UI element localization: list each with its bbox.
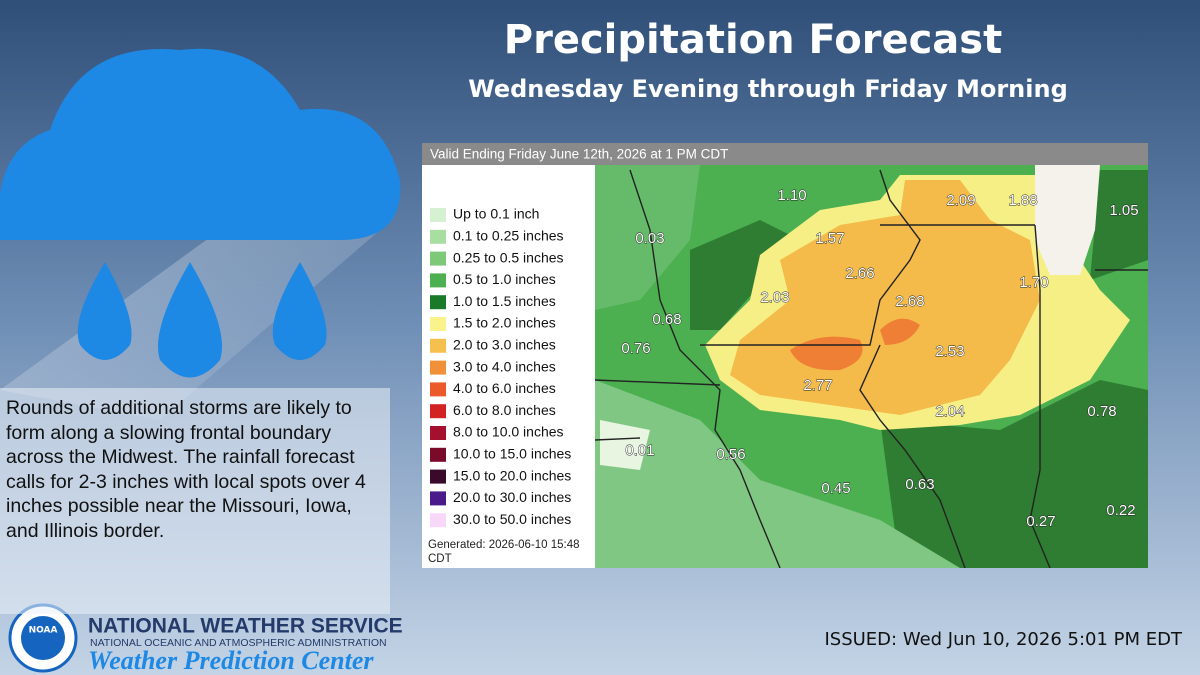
precip-amount: 0.01 (625, 442, 654, 459)
legend-swatch (430, 382, 446, 397)
center-name: Weather Prediction Center (88, 646, 374, 675)
map-header: Valid Ending Friday June 12th, 2026 at 1… (430, 147, 728, 162)
precip-amount: 1.70 (1019, 274, 1048, 291)
precip-amount: 2.04 (935, 403, 964, 420)
legend-swatch (430, 360, 446, 375)
lake-michigan (1035, 165, 1100, 275)
legend-swatch (430, 295, 446, 310)
legend-swatch (430, 317, 446, 331)
precip-amount: 0.27 (1026, 513, 1055, 530)
legend-label: 6.0 to 8.0 inches (453, 402, 556, 418)
precip-area (595, 165, 700, 310)
legend-label: 20.0 to 30.0 inches (453, 489, 571, 505)
legend-label: 0.25 to 0.5 inches (453, 249, 564, 265)
precip-amount: 0.78 (1087, 403, 1116, 420)
precip-amount: 0.03 (635, 230, 664, 247)
issued-time: ISSUED: Wed Jun 10, 2026 5:01 PM EDT (824, 629, 1183, 650)
legend-swatch (430, 251, 446, 266)
precip-amount: 0.45 (821, 480, 850, 497)
precip-amount: 0.63 (905, 476, 934, 493)
legend-label: 15.0 to 20.0 inches (453, 467, 571, 483)
legend-label: Up to 0.1 inch (453, 206, 539, 222)
precip-amount: 2.03 (760, 289, 789, 306)
precip-amount: 2.77 (803, 377, 832, 394)
generated-text: Generated: 2026-06-10 15:48 (428, 539, 580, 551)
legend-swatch (430, 447, 446, 462)
precip-amount: 2.68 (895, 293, 924, 310)
title: Precipitation Forecast (504, 17, 1002, 63)
precip-amount: 1.57 (815, 230, 844, 247)
state-borders (595, 169, 1148, 568)
precip-amount: 0.68 (652, 311, 681, 328)
legend-swatch (430, 469, 446, 484)
cloud (0, 48, 401, 240)
legend-label: 10.0 to 15.0 inches (453, 446, 571, 462)
precip-amount: 2.66 (845, 265, 874, 282)
legend-swatch (430, 208, 446, 222)
legend-swatch (430, 338, 446, 353)
legend-swatch (430, 229, 446, 244)
raindrop (272, 262, 327, 360)
precip-area (690, 170, 1148, 568)
noaa-logo-inner (21, 616, 65, 660)
precip-amount: 0.56 (716, 446, 745, 463)
administration-name: NATIONAL OCEANIC AND ATMOSPHERIC ADMINIS… (90, 637, 387, 649)
legend-label: 3.0 to 4.0 inches (453, 358, 556, 374)
raindrop (158, 262, 222, 378)
raindrop (77, 262, 132, 360)
legend-label: 30.0 to 50.0 inches (453, 511, 571, 527)
precip-amount: 0.76 (621, 340, 650, 357)
legend-label: 8.0 to 10.0 inches (453, 424, 564, 440)
legend-label: 0.1 to 0.25 inches (453, 228, 564, 244)
description: Rounds of additional storms are likely t… (0, 388, 390, 614)
generated-text: CDT (428, 553, 452, 565)
legend-label: 1.5 to 2.0 inches (453, 315, 556, 331)
legend-label: 1.0 to 1.5 inches (453, 293, 556, 309)
legend-swatch (430, 426, 446, 440)
precip-amount: 0.22 (1106, 502, 1135, 519)
legend-label: 0.5 to 1.0 inches (453, 271, 556, 287)
legend-swatch (430, 273, 446, 288)
legend-swatch (430, 513, 446, 528)
subtitle: Wednesday Evening through Friday Morning (468, 75, 1068, 103)
noaa-logo-text: NOAA (29, 626, 58, 636)
precip-area (595, 380, 960, 568)
map-header-bar (422, 143, 1148, 165)
legend-swatch (430, 491, 446, 506)
legend-label: 2.0 to 3.0 inches (453, 337, 556, 353)
agency-name: NATIONAL WEATHER SERVICE (88, 615, 403, 638)
precip-amount: 1.10 (777, 187, 806, 204)
precip-amount: 1.05 (1109, 202, 1138, 219)
precip-area (600, 420, 650, 470)
legend-swatch (430, 404, 446, 419)
map (595, 165, 1148, 568)
legend-label: 4.0 to 6.0 inches (453, 380, 556, 396)
precip-amount: 2.53 (935, 343, 964, 360)
precip-amount: 2.09 (946, 192, 975, 209)
precip-amount: 1.88 (1008, 192, 1037, 209)
